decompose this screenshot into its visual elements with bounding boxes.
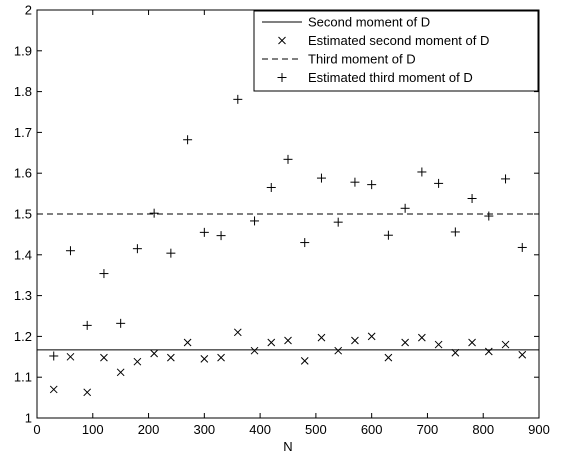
x-tick-label: 200 bbox=[138, 422, 160, 437]
estimated-second-moment-of-d-point bbox=[150, 349, 158, 358]
x-axis-label: N bbox=[283, 439, 292, 454]
legend-item-third-moment-of-d: Third moment of D bbox=[262, 52, 416, 67]
x-tick-label: 400 bbox=[249, 422, 271, 437]
estimated-third-moment-of-d-point bbox=[116, 318, 126, 328]
estimated-third-moment-of-d-point bbox=[383, 230, 393, 240]
estimated-second-moment-of-d-point bbox=[200, 354, 209, 363]
estimated-second-moment-of-d-point bbox=[334, 346, 343, 355]
estimated-third-moment-of-d-point bbox=[333, 217, 343, 227]
x-tick-label: 500 bbox=[305, 422, 327, 437]
y-tick-label: 1.4 bbox=[14, 247, 32, 262]
legend-label: Third moment of D bbox=[308, 52, 416, 67]
estimated-second-moment-of-d-point bbox=[284, 336, 292, 345]
estimated-second-moment-of-d-point bbox=[384, 353, 393, 362]
y-tick-label: 2 bbox=[25, 3, 32, 18]
legend-item-estimated-third-moment-of-d: Estimated third moment of D bbox=[277, 70, 473, 85]
estimated-third-moment-of-d-point bbox=[467, 193, 477, 203]
y-axis: 1 1.1 1.2 1.3 1.4 1.5 1.6 1.7 1.8 1.9 2 bbox=[14, 3, 539, 426]
estimated-second-moment-of-d-point bbox=[133, 357, 142, 366]
estimated-second-moment-of-d-point bbox=[217, 353, 225, 362]
estimated-third-moment-of-d-point bbox=[149, 208, 159, 218]
estimated-third-moment-of-d-point bbox=[199, 227, 209, 237]
estimated-third-moment-of-d-point bbox=[49, 351, 59, 361]
x-tick-label: 700 bbox=[417, 422, 439, 437]
estimated-second-moment-of-d-point bbox=[66, 352, 75, 361]
x-tick-label: 100 bbox=[82, 422, 104, 437]
estimated-third-moment-of-d-point bbox=[216, 231, 226, 241]
estimated-second-moment-of-d-point bbox=[351, 336, 359, 345]
estimated-third-moment-of-d-point bbox=[233, 94, 243, 104]
y-tick-label: 1 bbox=[25, 411, 32, 426]
estimated-second-moment-of-d-point bbox=[267, 338, 276, 347]
estimated-third-moment-of-d-point bbox=[99, 269, 109, 279]
estimated-third-moment-of-d-point bbox=[400, 203, 410, 213]
estimated-third-moment-of-d-point bbox=[434, 178, 444, 188]
legend-label: Estimated third moment of D bbox=[308, 70, 473, 85]
estimated-third-moment-of-d-point bbox=[266, 182, 276, 192]
series-layer bbox=[37, 94, 539, 397]
estimated-third-moment-of-d-point bbox=[450, 227, 460, 237]
estimated-third-moment-of-d-point bbox=[300, 238, 310, 248]
legend-label: Second moment of D bbox=[308, 15, 430, 30]
estimated-second-moment-of-d-markers bbox=[49, 328, 527, 397]
estimated-third-moment-of-d-point bbox=[166, 248, 176, 258]
estimated-third-moment-of-d-point bbox=[517, 242, 527, 252]
estimated-third-moment-of-d-point bbox=[132, 244, 142, 254]
estimated-third-moment-of-d-point bbox=[183, 135, 193, 145]
legend-item-second-moment-of-d: Second moment of D bbox=[262, 15, 430, 30]
x-tick-label: 0 bbox=[33, 422, 40, 437]
estimated-second-moment-of-d-point bbox=[518, 350, 527, 359]
estimated-third-moment-of-d-markers bbox=[49, 94, 527, 361]
estimated-second-moment-of-d-point bbox=[100, 353, 108, 362]
estimated-third-moment-of-d-point bbox=[283, 154, 293, 164]
estimated-third-moment-of-d-point bbox=[367, 180, 377, 190]
y-tick-label: 1.9 bbox=[14, 43, 32, 58]
estimated-third-moment-of-d-point bbox=[350, 177, 360, 187]
x-axis: 0 100 200 300 400 500 600 700 800 900 bbox=[33, 10, 550, 437]
y-tick-label: 1.6 bbox=[14, 166, 32, 181]
estimated-second-moment-of-d-point bbox=[49, 385, 58, 394]
y-tick-label: 1.2 bbox=[14, 329, 32, 344]
estimated-third-moment-of-d-point bbox=[250, 216, 260, 226]
legend-swatch bbox=[278, 36, 286, 45]
estimated-second-moment-of-d-point bbox=[233, 328, 242, 337]
estimated-second-moment-of-d-point bbox=[418, 333, 426, 342]
estimated-third-moment-of-d-point bbox=[484, 211, 494, 221]
y-tick-label: 1.1 bbox=[14, 370, 32, 385]
y-tick-label: 1.5 bbox=[14, 207, 32, 222]
y-tick-label: 1.8 bbox=[14, 84, 32, 99]
estimated-second-moment-of-d-point bbox=[468, 338, 476, 347]
estimated-second-moment-of-d-point bbox=[167, 353, 175, 362]
y-tick-label: 1.7 bbox=[14, 125, 32, 140]
estimated-third-moment-of-d-point bbox=[501, 174, 511, 184]
estimated-third-moment-of-d-point bbox=[82, 320, 92, 330]
x-tick-label: 300 bbox=[193, 422, 215, 437]
estimated-second-moment-of-d-point bbox=[300, 357, 309, 365]
estimated-second-moment-of-d-point bbox=[116, 368, 125, 377]
legend-swatch bbox=[277, 73, 287, 82]
legend-label: Estimated second moment of D bbox=[308, 33, 489, 48]
estimated-third-moment-of-d-point bbox=[65, 246, 75, 256]
estimated-second-moment-of-d-point bbox=[317, 333, 326, 342]
estimated-second-moment-of-d-point bbox=[501, 340, 510, 349]
estimated-third-moment-of-d-point bbox=[417, 167, 427, 177]
y-tick-label: 1.3 bbox=[14, 288, 32, 303]
x-tick-label: 900 bbox=[528, 422, 550, 437]
x-tick-label: 800 bbox=[472, 422, 494, 437]
estimated-second-moment-of-d-point bbox=[401, 338, 409, 347]
estimated-second-moment-of-d-point bbox=[434, 340, 443, 349]
x-tick-label: 600 bbox=[361, 422, 383, 437]
estimated-second-moment-of-d-point bbox=[484, 347, 493, 356]
estimated-second-moment-of-d-point bbox=[250, 346, 259, 355]
legend-item-estimated-second-moment-of-d: Estimated second moment of D bbox=[278, 33, 489, 48]
estimated-second-moment-of-d-point bbox=[367, 332, 376, 341]
estimated-second-moment-of-d-point bbox=[183, 338, 192, 347]
legend: Second moment of D Estimated second momen… bbox=[253, 10, 539, 92]
estimated-second-moment-of-d-point bbox=[83, 388, 92, 397]
legend-box bbox=[253, 10, 539, 92]
estimated-third-moment-of-d-point bbox=[316, 173, 326, 183]
estimated-second-moment-of-d-point bbox=[451, 348, 460, 357]
